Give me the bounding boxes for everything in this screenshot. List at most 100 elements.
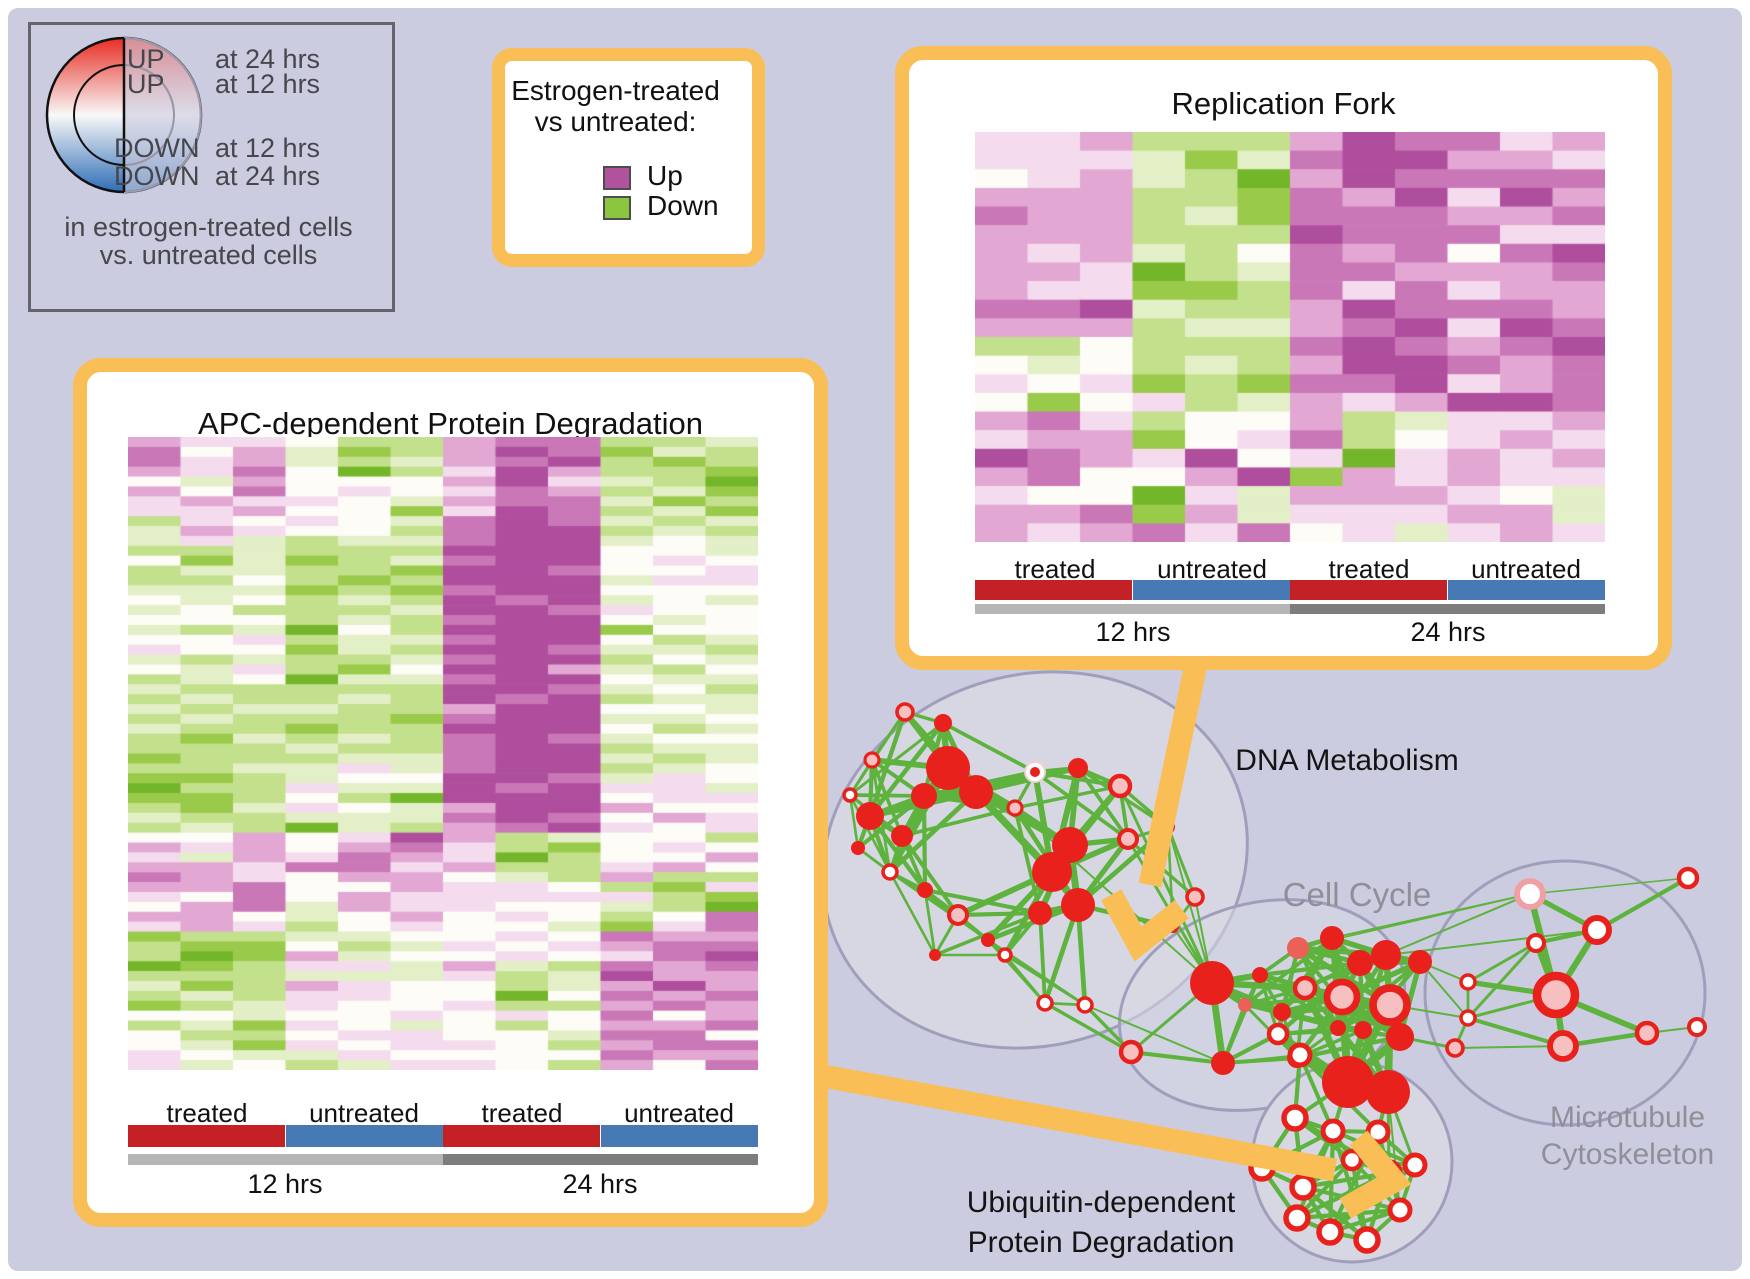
- rf-treated-bar-24h: [1290, 580, 1447, 600]
- rf-col-group-label: treated: [1014, 554, 1096, 584]
- network-edge: [1467, 1016, 1564, 1048]
- gene-node-s: [1061, 888, 1095, 922]
- gene-node-rw: [1582, 915, 1612, 945]
- replication-fork-heatmap: [975, 132, 1605, 542]
- apc-12hrs-bar: [128, 1154, 443, 1165]
- legend-up-12-dir: UP: [127, 69, 165, 99]
- legend-down-12-time: at 12 hrs: [215, 133, 321, 163]
- gene-node-rp: [1634, 1020, 1660, 1046]
- gene-node-rp: [1107, 773, 1133, 799]
- apc-degradation-title: APC-dependent Protein Degradation: [198, 406, 703, 441]
- gene-node-rp: [1369, 984, 1411, 1026]
- gene-node-rw: [1316, 1218, 1344, 1246]
- network-edge: [1331, 893, 1531, 939]
- gene-node-rp: [1292, 975, 1318, 1001]
- legend-down-12-dir: DOWN: [114, 133, 200, 163]
- legend-up-24-dir: UP: [127, 44, 165, 74]
- apc-12hrs-label: 12 hrs: [247, 1169, 323, 1199]
- rf-24hrs-label: 24 hrs: [1410, 617, 1486, 647]
- gene-node-rp: [1185, 887, 1205, 907]
- gene-node-s: [1032, 852, 1072, 892]
- network-edge: [1038, 912, 1047, 1004]
- gene-node-rw: [881, 863, 899, 881]
- ghost-outer-arc: [123, 37, 202, 193]
- up-color-swatch: [603, 166, 631, 190]
- network-edge: [849, 721, 944, 797]
- gene-node-rw: [997, 947, 1013, 963]
- gene-node-s: [891, 825, 913, 847]
- network-edge: [1118, 785, 1214, 984]
- network-edge: [888, 871, 937, 956]
- network-edge: [921, 795, 928, 891]
- network-edge: [1044, 1002, 1132, 1053]
- network-edge: [1259, 973, 1339, 1030]
- cluster-label-microtubule-cytoskeleton: Microtubule Cytoskeleton: [1530, 1099, 1725, 1173]
- network-edge: [957, 910, 1041, 918]
- network-edge: [1042, 904, 1081, 1004]
- rf-12hrs-bar: [975, 604, 1290, 614]
- gene-node-rp: [1006, 799, 1024, 817]
- gene-node-s: [981, 933, 995, 947]
- gene-node-s: [856, 802, 884, 830]
- network-edge: [1385, 893, 1531, 956]
- network-edge: [867, 711, 908, 817]
- legend-up-24-time: at 24 hrs: [215, 44, 321, 74]
- gene-node-s: [1028, 901, 1052, 925]
- gene-node-rw: [1353, 1226, 1381, 1254]
- cluster-label-line: Microtubule: [1549, 1101, 1706, 1134]
- cluster-label-line: Ubiquitin-dependent: [966, 1186, 1236, 1219]
- gene-node-rw: [1459, 1009, 1477, 1027]
- apc-24hrs-bar: [443, 1154, 758, 1165]
- rf-treated-bar-12h: [975, 580, 1132, 600]
- cluster-label-cell-cycle: Cell Cycle: [1282, 876, 1432, 913]
- gene-node-rw: [1320, 1118, 1346, 1144]
- updown-legend-title: Estrogen-treated vs untreated:: [505, 75, 726, 137]
- gene-node-s: [1190, 961, 1234, 1005]
- overlap-circle-legend: UP at 24 hrs UP at 12 hrs DOWN at 12 hrs…: [28, 22, 395, 312]
- gene-node-rw: [1076, 996, 1094, 1014]
- network-edge: [1529, 877, 1689, 895]
- legend-up-12-time: at 12 hrs: [215, 69, 321, 99]
- gene-node-rw: [1526, 933, 1546, 953]
- apc-untreated-bar-12h: [286, 1125, 443, 1147]
- network-edge: [1014, 784, 1121, 810]
- gene-node-rw: [1289, 1173, 1317, 1201]
- gene-node-s: [1273, 1003, 1291, 1021]
- network-edge: [1596, 877, 1689, 931]
- gene-node-rw: [1676, 866, 1700, 890]
- gene-node-s: [917, 882, 933, 898]
- apc-treated-bar-12h: [128, 1125, 285, 1147]
- rf-24hrs-bar: [1290, 604, 1605, 614]
- network-edge: [1130, 1050, 1224, 1065]
- gene-node-s: [1052, 827, 1088, 863]
- down-label: Down: [647, 190, 719, 221]
- gene-node-s: [851, 841, 865, 855]
- network-edge: [1454, 1045, 1564, 1049]
- gene-node-rp: [1445, 1038, 1465, 1058]
- gene-node-rp: [1116, 827, 1140, 851]
- gene-node-rw: [842, 787, 858, 803]
- network-edge: [1166, 826, 1197, 898]
- replication-fork-title: Replication Fork: [1171, 86, 1396, 121]
- cluster-label-line: Cytoskeleton: [1540, 1138, 1715, 1171]
- rf-untreated-bar-24h: [1448, 580, 1605, 600]
- network-edge: [1033, 770, 1130, 841]
- rf-col-group-label: treated: [1328, 554, 1410, 584]
- updown-legend-title-line2: vs untreated:: [534, 106, 697, 137]
- gene-node-rp: [895, 702, 915, 722]
- gene-node-s: [1068, 758, 1088, 778]
- cluster-ellipse-mt: [1423, 859, 1707, 1127]
- cluster-label-ubiquitin-degradation: Ubiquitin-dependent Protein Degradation: [947, 1183, 1255, 1263]
- gene-node-s: [911, 783, 937, 809]
- apc-col-group-label: treated: [481, 1098, 563, 1128]
- gene-node-rw: [1283, 1204, 1311, 1232]
- panel-to-cluster-arrow-shaft: [1138, 651, 1210, 888]
- panel-to-cluster-arrow-head: [1339, 1130, 1412, 1219]
- gene-node-s: [1386, 1023, 1414, 1051]
- network-edge: [1004, 954, 1046, 1004]
- rf-col-group-label: untreated: [1471, 554, 1581, 584]
- gene-node-rp: [1118, 1039, 1144, 1065]
- rf-12hrs-label: 12 hrs: [1095, 617, 1171, 647]
- gene-node-s: [934, 714, 952, 732]
